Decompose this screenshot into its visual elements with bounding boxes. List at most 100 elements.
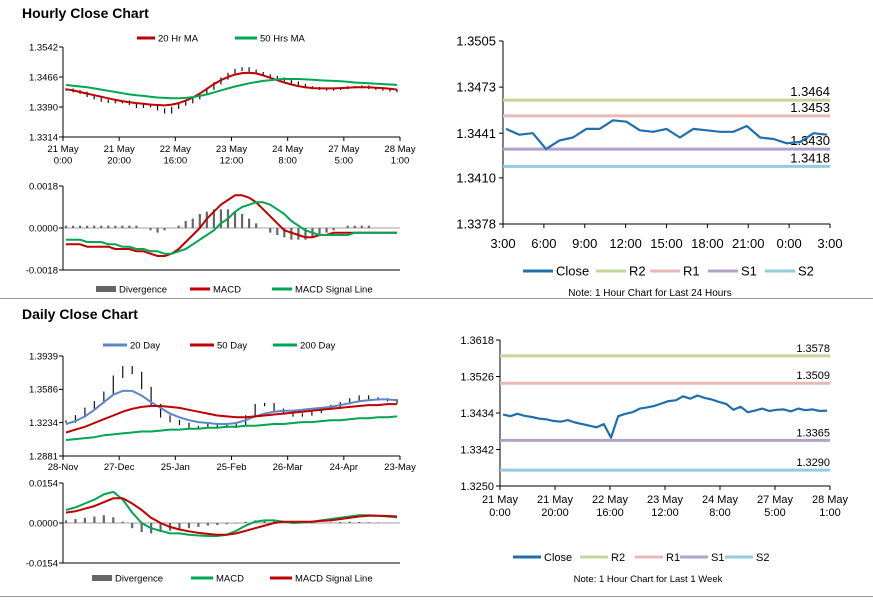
hourly_close_24h-x-tick-label: 9:00 [572,236,597,251]
hourly_price-y-tick-label: 1.3314 [29,132,58,143]
hourly_price-x-tick-label: 21 May [104,144,135,155]
section-divider [0,298,873,299]
daily_price-x-tick-label: 28-Nov [48,462,79,473]
hourly_close_24h-x-tick-label: 18:00 [691,236,724,251]
hourly_price-x-tick-label: 1:00 [391,156,410,167]
daily-section-title: Daily Close Chart [22,306,138,322]
daily_price-y-tick-label: 1.3586 [29,385,58,396]
hourly_price-x-tick-label: 12:00 [220,156,244,167]
daily_price-legend-label: 50 Day [217,340,247,351]
week_close-y-tick-label: 1.3342 [460,444,494,456]
hourly_price-legend-label: 20 Hr MA [158,33,199,44]
hourly_close_24h-x-tick-label: 0:00 [776,236,801,251]
hourly_price-x-tick-label: 28 May [384,144,415,155]
daily_price-y-tick-label: 1.3939 [29,351,58,362]
week_close-legend-label: Close [544,552,572,564]
hourly_close_24h-note: Note: 1 Hour Chart for Last 24 Hours [568,288,731,299]
week_close-x-tick-label: 23 May [647,494,684,506]
week_close-level-label: 1.3578 [796,343,830,355]
week_close-x-tick-label: 20:00 [541,507,569,519]
daily_price-x-tick-label: 27-Dec [104,462,135,473]
hourly_price-x-tick-label: 21 May [47,144,78,155]
week_close-legend-label: R1 [666,552,680,564]
week_close-x-tick-label: 24 May [702,494,739,506]
bottom-divider [0,596,873,597]
hourly_price-x-tick-label: 27 May [328,144,359,155]
hourly_price-x-tick-label: 0:00 [54,156,73,167]
hourly_price-x-tick-label: 22 May [160,144,191,155]
hourly_close_24h-x-tick-label: 6:00 [531,236,556,251]
daily_macd-legend-label: MACD [216,573,244,584]
hourly_macd-series-macd [66,194,397,257]
daily_macd-legend-label: Divergence [115,573,163,584]
hourly_price-series-20-hr-ma [65,71,398,107]
hourly_close_24h-level-label: 1.3464 [790,84,830,99]
hourly_macd-legend-label: MACD [213,284,241,295]
hourly_close_24h-y-tick-label: 1.3505 [456,34,496,49]
week_close-x-tick-label: 16:00 [596,507,624,519]
week_close-y-tick-label: 1.3250 [460,481,494,493]
week_close-x-tick-label: 28 May [812,494,849,506]
hourly_close_24h-series-close [505,119,828,151]
daily_price-x-tick-label: 24-Apr [330,462,359,473]
hourly_close_24h-x-tick-label: 15:00 [650,236,683,251]
daily_price-series-50-day [65,403,397,434]
week_close-y-tick-label: 1.3618 [460,335,494,347]
hourly_macd-y-tick-label: -0.0018 [26,265,58,276]
hourly_close_24h-legend-label: Close [556,264,589,279]
hourly_price-legend-label: 50 Hrs MA [260,33,306,44]
hourly_macd-legend-swatch [96,286,116,292]
daily_price-x-tick-label: 25-Feb [216,462,246,473]
week_close-y-tick-label: 1.3526 [460,371,494,383]
daily_macd-y-tick-label: 0.0154 [29,478,58,489]
daily_price-series-20-day [65,389,398,425]
week_close-legend-label: S1 [711,552,724,564]
week_close-y-tick-label: 1.3434 [460,408,494,420]
daily_price-legend-label: 200 Day [300,340,336,351]
hourly_close_24h-y-tick-label: 1.3378 [456,217,496,232]
hourly_close_24h-level-label: 1.3430 [790,133,830,148]
hourly_close_24h-y-tick-label: 1.3441 [456,126,496,141]
hourly_price-x-tick-label: 23 May [216,144,247,155]
hourly_price-x-tick-label: 24 May [272,144,303,155]
daily_macd-legend-label: MACD Signal Line [295,573,373,584]
hourly_close_24h-x-tick-label: 21:00 [732,236,765,251]
daily_macd-y-tick-label: -0.0154 [26,558,58,569]
daily_price-x-tick-label: 23-May [384,462,416,473]
hourly_close_24h-level-label: 1.3418 [790,150,830,165]
hourly_close_24h-y-tick-label: 1.3473 [456,80,496,95]
week_close-x-tick-label: 21 May [482,494,519,506]
hourly_macd-legend-label: Divergence [119,284,167,295]
hourly_price-series-50-hrs-ma [65,78,398,100]
hourly_close_24h-level-label: 1.3453 [790,100,830,115]
hourly_macd-legend-label: MACD Signal Line [295,284,373,295]
hourly_macd-y-tick-label: 0.0018 [29,181,58,192]
hourly_close_24h-legend-label: R1 [683,264,700,279]
daily_price-x-tick-label: 25-Jan [161,462,190,473]
hourly_close_24h-legend-label: S1 [741,264,757,279]
week_close-x-tick-label: 22 May [592,494,629,506]
hourly_price-x-tick-label: 20:00 [107,156,131,167]
hourly_price-x-tick-label: 16:00 [163,156,187,167]
hourly_close_24h-x-tick-label: 12:00 [609,236,642,251]
hourly_close_24h-legend-label: S2 [798,264,814,279]
week_close-level-label: 1.3365 [796,427,830,439]
week_close-level-label: 1.3509 [796,370,830,382]
hourly_macd-y-tick-label: 0.0000 [29,223,58,234]
daily_price-y-tick-label: 1.3234 [29,418,58,429]
daily_macd-series-macd-signal-line [65,497,398,536]
daily_price-y-tick-label: 1.2881 [29,451,58,462]
week_close-x-tick-label: 5:00 [764,507,785,519]
hourly_price-y-tick-label: 1.3390 [29,102,58,113]
hourly-section-title: Hourly Close Chart [22,5,149,21]
daily_price-x-tick-label: 26-Mar [273,462,303,473]
hourly_close_24h-x-tick-label: 3:00 [490,236,515,251]
week_close-legend-label: R2 [611,552,625,564]
week_close-series-close [502,394,828,439]
week_close-level-label: 1.3290 [796,457,830,469]
hourly_price-y-tick-label: 1.3542 [29,42,58,53]
daily_macd-y-tick-label: 0.0000 [29,518,58,529]
daily_price-series-200-day [65,415,398,441]
week_close-note: Note: 1 Hour Chart for Last 1 Week [574,574,723,585]
